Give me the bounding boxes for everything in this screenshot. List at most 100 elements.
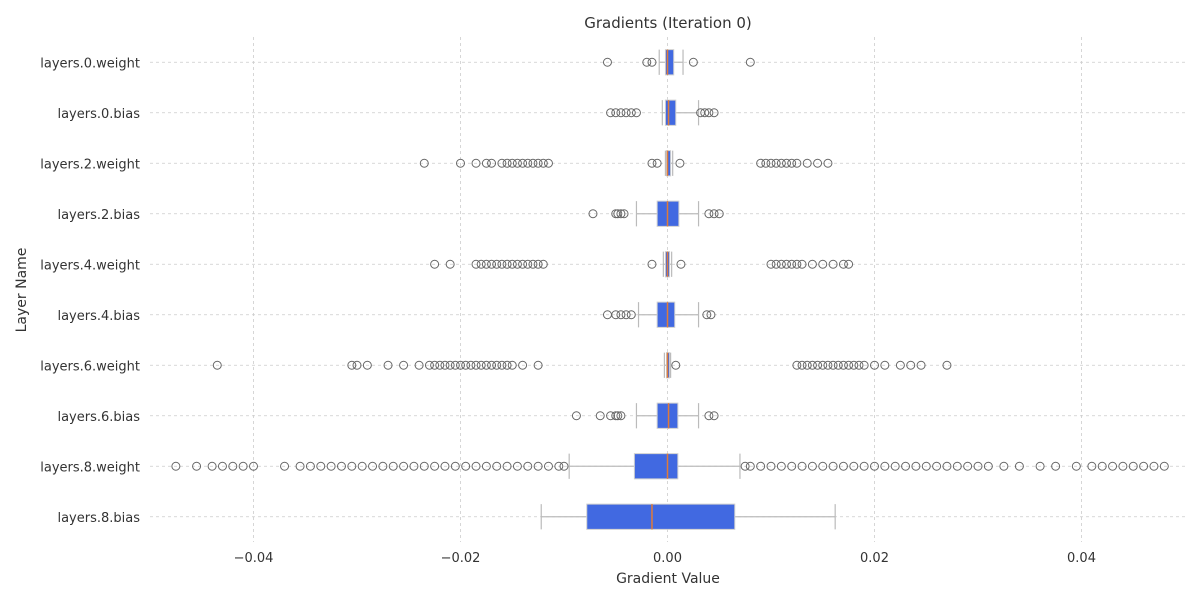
flier-point	[797, 461, 807, 471]
x-tick-label: −0.02	[441, 551, 481, 566]
flier-point	[647, 57, 657, 67]
flier-point	[916, 360, 926, 370]
flier-point	[1139, 461, 1149, 471]
flier-point	[445, 259, 455, 269]
flier-point	[621, 310, 631, 320]
flier-point	[709, 209, 719, 219]
flier-point	[844, 259, 854, 269]
flier-point	[512, 461, 522, 471]
flier-point	[228, 461, 238, 471]
flier-point	[740, 461, 750, 471]
flier-point	[792, 259, 802, 269]
flier-point	[430, 360, 440, 370]
flier-point	[828, 360, 838, 370]
flier-point	[507, 360, 517, 370]
flier-point	[807, 461, 817, 471]
flier-point	[787, 158, 797, 168]
flier-point	[745, 57, 755, 67]
flier-point	[844, 360, 854, 370]
flier-point	[626, 108, 636, 118]
flier-point	[476, 259, 486, 269]
flier-point	[487, 259, 497, 269]
box-group-layers.0.weight	[602, 49, 755, 76]
flier-point	[368, 461, 378, 471]
flier-point	[787, 259, 797, 269]
flier-point	[787, 461, 797, 471]
box	[664, 99, 677, 126]
box-group-layers.8.bias	[540, 503, 836, 530]
flier-point	[880, 360, 890, 370]
flier-point	[631, 108, 641, 118]
flier-point	[611, 411, 621, 421]
box-group-layers.6.weight	[212, 352, 952, 379]
flier-point	[1014, 461, 1024, 471]
flier-point	[1087, 461, 1097, 471]
flier-point	[676, 259, 686, 269]
flier-point	[538, 259, 548, 269]
flier-point	[518, 158, 528, 168]
flier-point	[512, 259, 522, 269]
flier-point	[238, 461, 248, 471]
flier-point	[611, 108, 621, 118]
y-tick-label: layers.2.weight	[40, 157, 140, 172]
flier-point	[921, 461, 931, 471]
y-tick-label: layers.0.bias	[57, 107, 140, 122]
y-tick-label: layers.6.weight	[40, 359, 140, 374]
flier-point	[771, 158, 781, 168]
flier-point	[756, 158, 766, 168]
y-axis-label: Layer Name	[14, 248, 30, 333]
box-group-layers.8.weight	[171, 453, 1169, 480]
flier-point	[911, 461, 921, 471]
flier-point	[859, 360, 869, 370]
flier-point	[652, 158, 662, 168]
flier-point	[782, 259, 792, 269]
flier-point	[709, 411, 719, 421]
box-group-layers.4.bias	[602, 301, 716, 328]
flier-point	[171, 461, 181, 471]
flier-point	[497, 259, 507, 269]
flier-point	[807, 259, 817, 269]
flier-point	[466, 360, 476, 370]
flier-point	[471, 158, 481, 168]
flier-point	[671, 360, 681, 370]
flier-point	[435, 360, 445, 370]
x-tick-label: 0.02	[860, 551, 889, 566]
flier-point	[383, 360, 393, 370]
flier-point	[409, 461, 419, 471]
flier-point	[461, 461, 471, 471]
flier-point	[456, 158, 465, 168]
flier-point	[942, 461, 952, 471]
flier-point	[471, 360, 481, 370]
box-group-layers.0.bias	[606, 99, 719, 126]
flier-point	[336, 461, 346, 471]
x-tick-label: 0.00	[653, 551, 682, 566]
flier-point	[440, 360, 450, 370]
flier-point	[595, 411, 605, 421]
flier-point	[217, 461, 227, 471]
flier-point	[797, 259, 807, 269]
flier-point	[512, 158, 522, 168]
flier-point	[771, 259, 781, 269]
flier-point	[616, 411, 626, 421]
flier-point	[533, 259, 543, 269]
flier-point	[481, 461, 491, 471]
y-tick-label: layers.8.bias	[57, 511, 140, 526]
flier-point	[497, 158, 507, 168]
flier-point	[192, 461, 202, 471]
flier-point	[481, 158, 491, 168]
flier-point	[626, 310, 636, 320]
flier-point	[399, 360, 409, 370]
flier-point	[419, 158, 429, 168]
flier-point	[305, 461, 315, 471]
flier-point	[538, 158, 548, 168]
flier-point	[440, 461, 450, 471]
flier-point	[745, 461, 755, 471]
flier-point	[807, 360, 817, 370]
y-tick-label: layers.4.bias	[57, 309, 140, 324]
y-tick-label: layers.8.weight	[40, 460, 140, 475]
flier-point	[838, 259, 848, 269]
flier-point	[823, 360, 833, 370]
box-layer	[171, 49, 1169, 530]
flier-point	[704, 411, 714, 421]
